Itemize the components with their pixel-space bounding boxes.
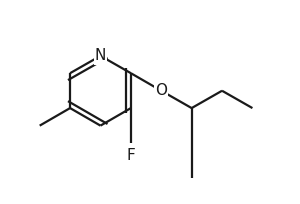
Text: N: N [95, 48, 106, 63]
Text: F: F [127, 148, 135, 163]
Text: O: O [155, 83, 167, 98]
